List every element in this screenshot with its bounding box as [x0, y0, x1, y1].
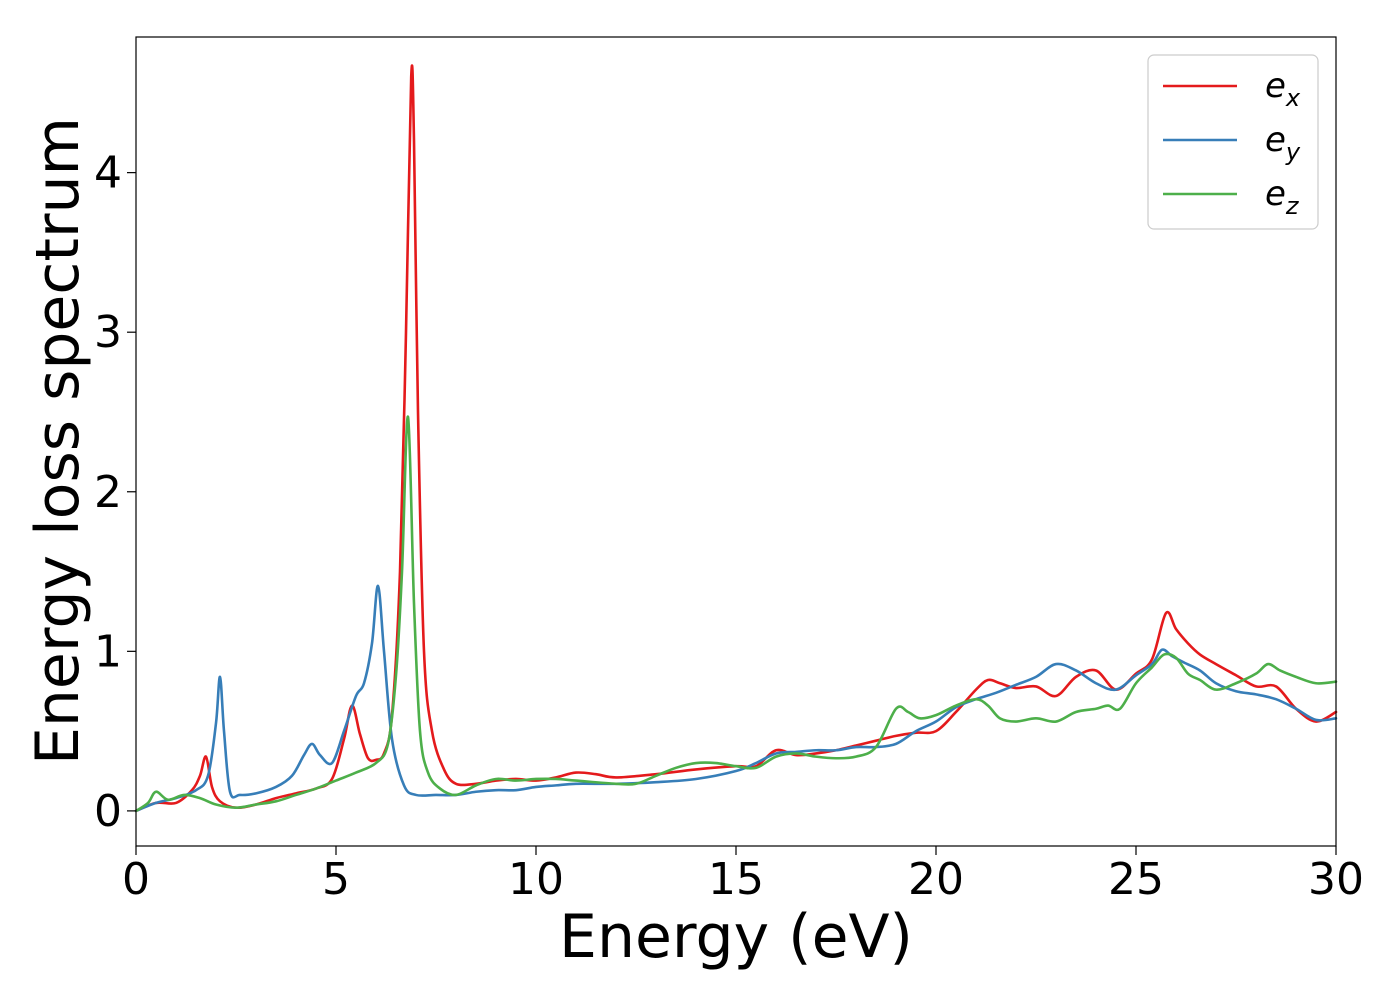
x-tick-label: 30: [1308, 854, 1364, 905]
series-layer: [134, 64, 1338, 813]
x-tick-label: 0: [122, 854, 150, 905]
x-axis-title: Energy (eV): [559, 902, 913, 972]
x-tick-label: 10: [508, 854, 564, 905]
legend-label-x: ex: [1265, 66, 1301, 112]
series-line-z: [134, 415, 1338, 813]
x-tick-label: 15: [708, 854, 764, 905]
legend-box: [1147, 54, 1319, 230]
y-axis-ticks: 0 1 2 3 4: [94, 148, 136, 837]
y-axis-title: Energy loss spectrum: [23, 117, 93, 765]
y-tick-label: 1: [94, 626, 122, 677]
x-tick-label: 5: [322, 854, 350, 905]
legend: ex ey ez: [1147, 54, 1319, 230]
x-tick-label: 20: [908, 854, 964, 905]
x-tick-label: 25: [1108, 854, 1164, 905]
y-tick-label: 3: [94, 307, 122, 358]
legend-label-y: ey: [1265, 120, 1301, 166]
legend-label-z: ez: [1265, 174, 1300, 220]
y-tick-label: 0: [94, 786, 122, 837]
x-axis-ticks: 0 5 10 15 20 25 30: [122, 846, 1364, 905]
y-tick-label: 4: [94, 148, 122, 199]
y-tick-label: 2: [94, 467, 122, 518]
